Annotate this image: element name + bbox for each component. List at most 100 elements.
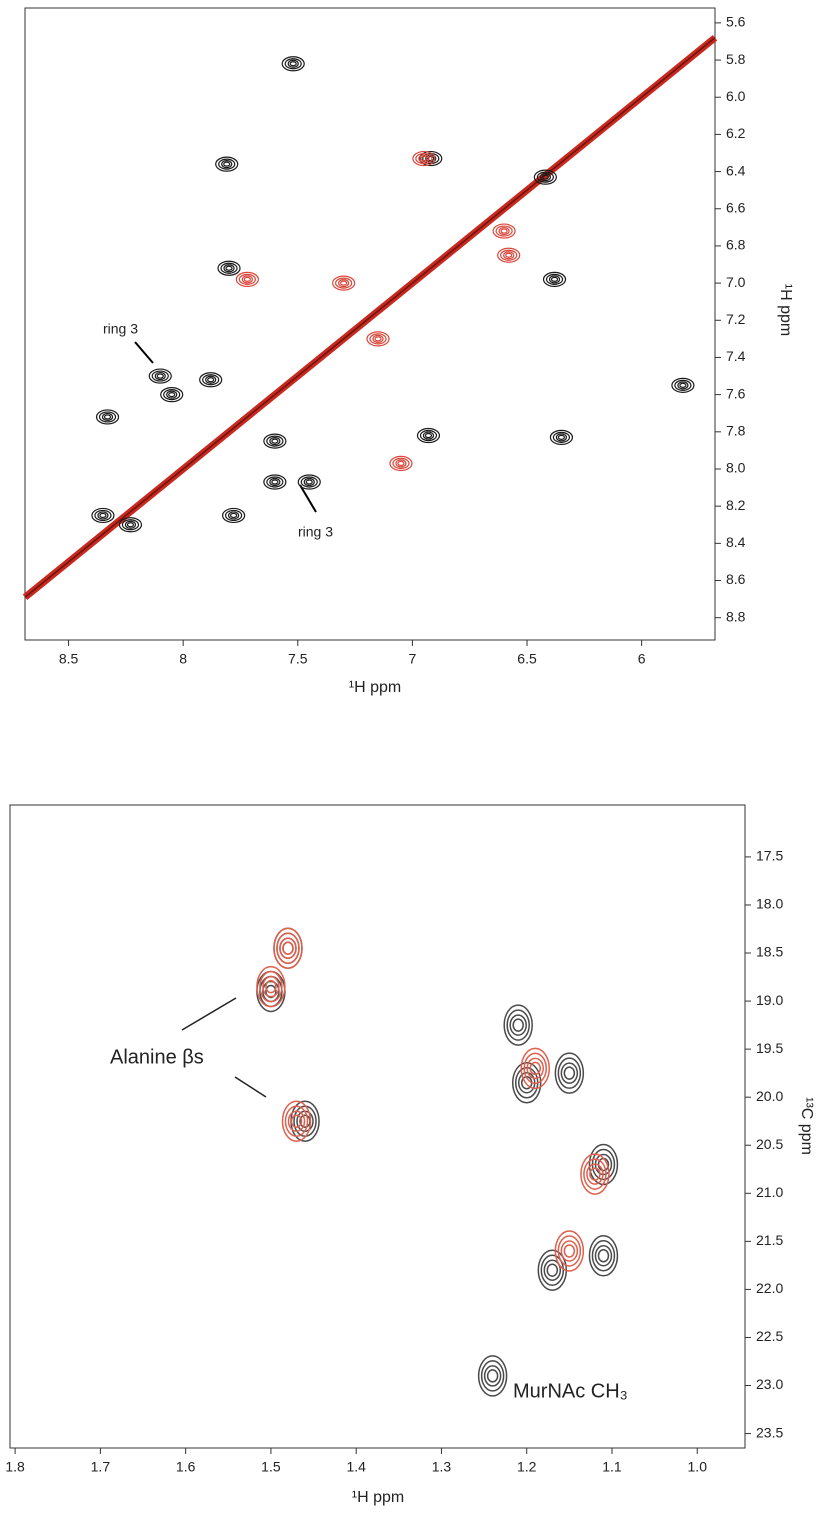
contour-ring [372,334,384,343]
contour-ring [156,373,164,379]
contour-ring [121,519,140,531]
y-tick-label: 6.8 [726,237,746,253]
contour-ring [223,161,231,167]
x-tick-label: 1.3 [432,1459,452,1475]
contour-ring [503,251,515,260]
contour-ring [549,429,574,445]
contour-ring [550,276,559,282]
peak [281,56,305,72]
x-tick-label: 1.6 [176,1459,196,1475]
y-tick-label: 8.8 [726,608,746,624]
contour-ring [555,433,568,442]
contour-ring [207,377,215,383]
contour-ring [97,511,109,520]
contour-ring [395,459,407,468]
y-tick-label: 23.5 [756,1424,783,1440]
contour-ring [671,377,695,393]
contour-ring [287,59,299,68]
contour-ring [262,975,280,998]
contour-ring [674,379,692,391]
contour-ring [256,965,286,1008]
contour-ring [259,970,283,1003]
y-tick-label: 8.0 [726,460,746,476]
contour-ring [505,252,513,258]
contour-ring [498,226,510,236]
peak [497,247,521,263]
contour-ring [166,390,178,399]
contour-ring [563,1066,576,1080]
y-tick-label: 20.5 [756,1136,783,1152]
contour-ring [218,158,236,170]
contour-ring [205,375,217,384]
contour-ring [586,1163,604,1185]
leader-line [234,1076,267,1098]
annotation: ring 3 [298,524,333,540]
contour-ring [495,225,513,237]
peak [503,1004,533,1046]
contour-ring [235,271,259,287]
contour-ring [215,156,239,172]
contour-ring [271,438,279,444]
contour-ring [560,1062,579,1084]
contour-ring [300,476,318,488]
contour-ring [542,271,567,287]
plot-frame [24,7,716,641]
contour-ring [543,1259,562,1281]
y-tick-label: 18.5 [756,944,783,960]
contour-ring [91,507,115,524]
peak [118,517,143,533]
contour-ring [225,509,243,522]
contour-ring [217,260,241,276]
y-tick-label: 8.6 [726,571,746,587]
contour-ring [480,1360,505,1392]
peak [492,223,516,239]
contour-ring [503,1004,533,1046]
contour-ring [539,173,551,182]
contour-ring [303,477,315,487]
contour-ring [163,389,181,401]
peak [366,331,390,347]
y-tick-label: 21.5 [756,1232,783,1248]
contour-ring [552,431,571,443]
peak [554,1230,585,1272]
contour-ring [557,1057,582,1089]
contour-ring [95,409,120,425]
contour-ring [500,228,508,234]
peak [412,150,436,167]
contour-ring [148,368,172,384]
x-tick-label: 6.5 [517,651,537,667]
contour-ring [98,411,117,423]
peak [91,507,115,524]
x-tick-label: 1.5 [261,1459,281,1475]
contour-ring [589,1167,601,1181]
contour-ring [101,412,114,422]
contour-ring [263,433,287,449]
contour-ring [223,264,235,273]
contour-ring [332,275,356,291]
x-tick-label: 7 [409,651,417,667]
y-tick-label: 7.2 [726,311,746,327]
leader-line [181,997,237,1031]
contour-ring [151,370,169,382]
peak [580,1153,610,1195]
contour-ring [486,1369,499,1383]
contour-ring [416,427,441,444]
contour-ring [548,275,561,284]
contour-ring [124,520,137,529]
peak [160,387,184,403]
contour-ring [126,522,135,528]
y-tick-label: 20.0 [756,1088,783,1104]
contour-ring [366,331,390,347]
contour-ring [199,372,223,388]
contour-ring [500,249,518,261]
peak [235,271,259,287]
contour-ring [497,247,521,263]
contour-ring [588,1235,619,1277]
peak [389,455,413,472]
contour-ring [580,1153,610,1195]
contour-ring [477,1355,508,1397]
contour-ring [560,1240,579,1262]
contour-ring [594,1245,613,1267]
annotation: ring 3 [103,321,138,337]
contour-ring [99,512,107,519]
